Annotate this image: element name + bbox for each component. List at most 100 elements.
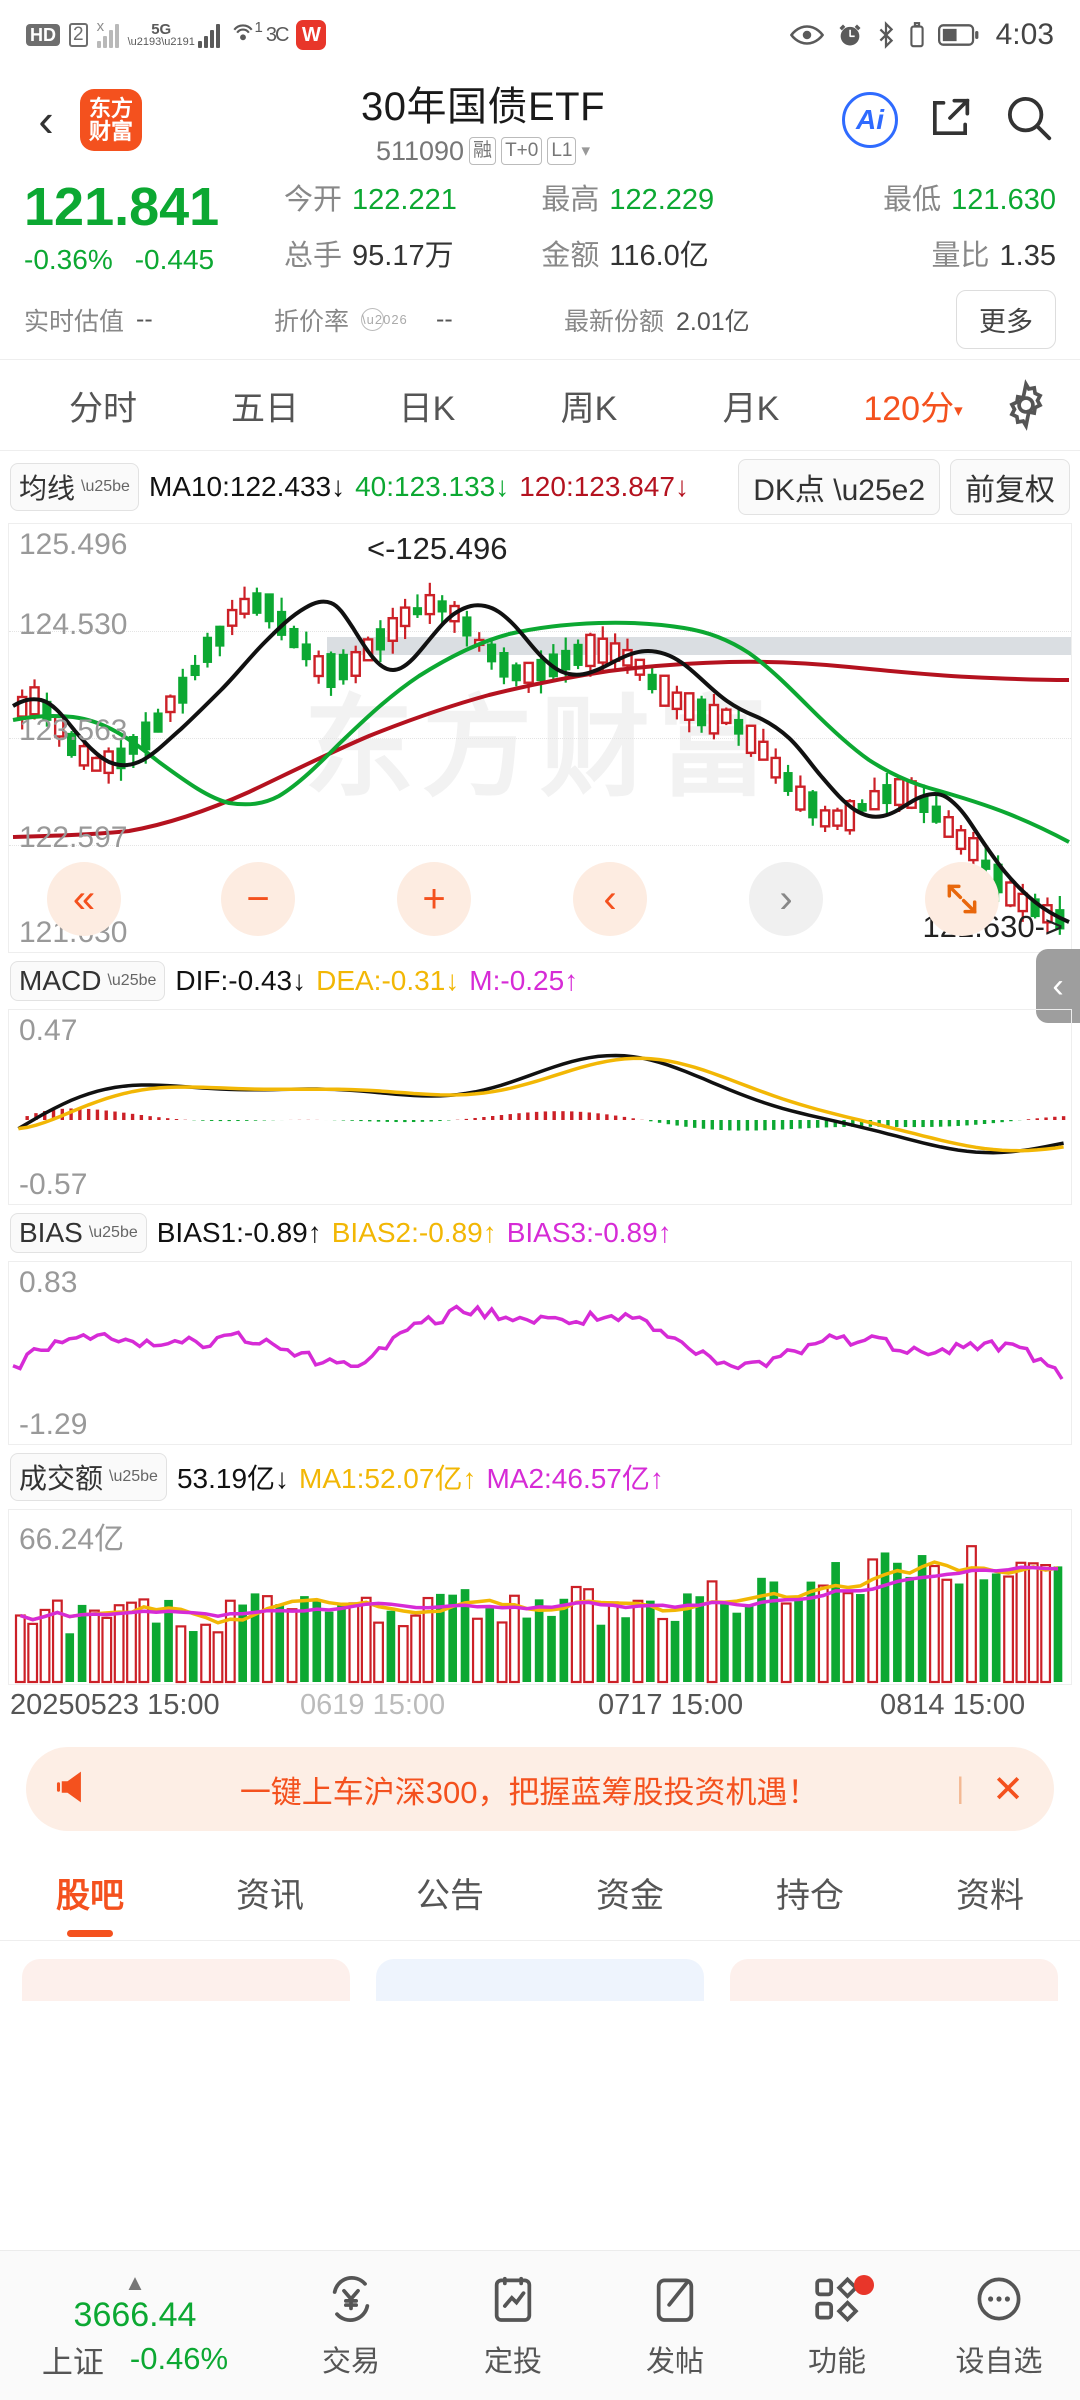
nav-trade[interactable]: 交易 [270,2271,432,2380]
tab-news[interactable]: 资讯 [236,1877,304,1916]
promo-banner-text: 一键上车沪深300，把握蓝筹股投资机遇！ [239,1774,819,1810]
x-tick-0: 20250523 15:00 [10,1689,220,1722]
nav-functions[interactable]: 功能 [756,2271,918,2380]
nav-post[interactable]: 发帖 [594,2271,756,2380]
battery-small-icon [908,21,926,49]
tab-five-day[interactable]: 五日 [231,389,299,428]
close-icon[interactable]: ✕ [992,1768,1024,1811]
brand-logo[interactable]: 东方 财富 [80,89,142,151]
hd-icon: HD [26,24,60,46]
zoom-in-button[interactable]: + [397,862,471,937]
x-tick-1: 0619 15:00 [300,1689,446,1722]
tab-guba[interactable]: 股吧 [0,1868,180,1917]
info-icon[interactable]: \u2026 [361,308,407,332]
pan-right-button[interactable]: › [749,862,823,937]
share-icon[interactable] [924,92,976,149]
stat-low: 最低 121.630 [799,176,1056,218]
volume-chart[interactable]: 66.24亿 [8,1509,1072,1686]
teaser-card[interactable] [730,1959,1058,2002]
yuan-trade-icon [323,2271,379,2332]
volume-svg [14,1545,1063,1684]
bias-selector-label: BIAS [19,1217,83,1249]
tab-holdings[interactable]: 持仓 [776,1877,844,1916]
tab-profile[interactable]: 资料 [956,1877,1024,1916]
ai-button[interactable]: Ai [842,92,898,148]
volume-ma2: MA2:46.57亿↑ [486,1463,664,1495]
macd-selector[interactable]: MACD \u25be [10,961,166,1002]
macd-chart[interactable]: 0.47 -0.57 [8,1009,1072,1206]
last-price: 121.841 [24,177,220,237]
back-button[interactable]: ‹ [38,94,54,146]
chevron-down-icon: ▾ [954,400,963,420]
tab-announcements[interactable]: 公告 [416,1877,484,1916]
tab-monthly-k[interactable]: 月K [722,389,780,428]
alarm-icon [836,21,864,49]
teaser-card[interactable] [376,1959,704,2002]
tab-weekly-k[interactable]: 周K [560,389,618,428]
chevron-down-icon: \u25be [81,478,130,496]
stat-volume: 总手 95.17万 [284,232,541,274]
zoom-out-button[interactable]: − [221,862,295,937]
bias-chart[interactable]: 0.83 -1.29 [8,1261,1072,1446]
price-highlight-band [327,637,1071,656]
bluetooth-icon [876,21,896,49]
jump-start-button[interactable]: « [47,862,121,937]
stat-volratio-label: 量比 [931,240,990,272]
gear-icon[interactable] [994,379,1058,431]
title-block[interactable]: 30年国债ETF 511090 融 T+0 L1 ▾ [136,74,830,167]
tab-funds[interactable]: 资金 [596,1877,664,1916]
stat-high-value: 122.229 [609,184,715,216]
bias3-value: BIAS3:-0.89↑ [506,1217,672,1249]
tab-120min[interactable]: 120分▾ [832,381,994,430]
pan-left-button[interactable]: ‹ [573,862,647,937]
page-title: 30年国债ETF [360,84,606,129]
volume-ma1: MA1:52.07亿↑ [299,1463,477,1495]
tab-intraday[interactable]: 分时 [69,389,137,428]
macd-indicator-row: MACD \u25be DIF:-0.43↓ DEA:-0.31↓ M:-0.25… [0,949,1080,1024]
macd-dea: DEA:-0.31↓ [316,965,460,997]
notification-badge [854,2275,874,2295]
more-button[interactable]: 更多 [956,290,1056,350]
bias-selector[interactable]: BIAS \u25be [10,1213,147,1254]
badge-margin: 融 [469,137,497,165]
collapse-panel-button[interactable]: ‹ [1036,949,1080,1024]
eye-icon [789,23,824,47]
chevron-down-icon: \u25be [107,972,157,990]
high-marker-label: <-125.496 [367,531,508,567]
app-header: ‹ 东方 财富 30年国债ETF 511090 融 T+0 L1 ▾ Ai [0,70,1080,170]
promo-banner[interactable]: 一键上车沪深300，把握蓝筹股投资机遇！ | ✕ [26,1747,1054,1832]
brand-logo-line2: 财富 [88,119,133,144]
stat-open-label: 今开 [284,184,343,216]
volume-selector[interactable]: 成交额 \u25be [10,1453,167,1502]
sim2-icon: 2 [69,22,88,48]
brand-logo-line1: 东方 [88,95,133,121]
teaser-card[interactable] [22,1959,350,2002]
kline-chart[interactable]: 东方财富 125.496 124.530 123.563 122.597 121… [8,523,1072,954]
adjust-button[interactable]: 前复权 [950,459,1070,516]
ma-selector[interactable]: 均线 \u25be [10,463,139,512]
nav-watchlist[interactable]: 设自选 [918,2271,1080,2380]
macd-m: M:-0.25↑ [469,965,579,997]
index-summary[interactable]: ▲ 3666.44 上证 -0.46% [0,2270,270,2382]
nav-sip[interactable]: 定投 [432,2271,594,2380]
stat-volume-value: 95.17万 [352,240,454,272]
stat-volratio: 量比 1.35 [799,232,1056,274]
chevron-down-icon: \u25be [88,1224,138,1242]
signal-1-icon: x [96,18,119,48]
tab-daily-k[interactable]: 日K [398,389,456,428]
discount-rate-label: 折价率 [274,307,350,336]
dk-point-button[interactable]: DK点 \u25e2 [738,459,940,516]
chevron-down-icon[interactable]: ▾ [581,141,591,160]
promo-banner-wrap: 一键上车沪深300，把握蓝筹股投资机遇！ | ✕ [0,1731,1080,1845]
index-change-percent: -0.46% [129,2341,229,2376]
nav-functions-label: 功能 [807,2346,866,2378]
expand-arrow-icon: ▲ [124,2269,146,2295]
more-dots-icon [971,2271,1027,2332]
fullscreen-button[interactable] [925,862,999,937]
hotspot-icon: 1 [229,19,263,49]
signal-2-5g-icon: 5G \u2193\u2191 [128,22,220,48]
status-bar: HD 2 x 5G \u2193\u2191 1 3C W [0,0,1080,70]
stat-turnover-label: 金额 [541,240,600,272]
quote-stats-grid: 今开 122.221 最高 122.229 最低 121.630 总手 95.1… [284,176,1056,274]
search-icon[interactable] [1002,91,1056,150]
